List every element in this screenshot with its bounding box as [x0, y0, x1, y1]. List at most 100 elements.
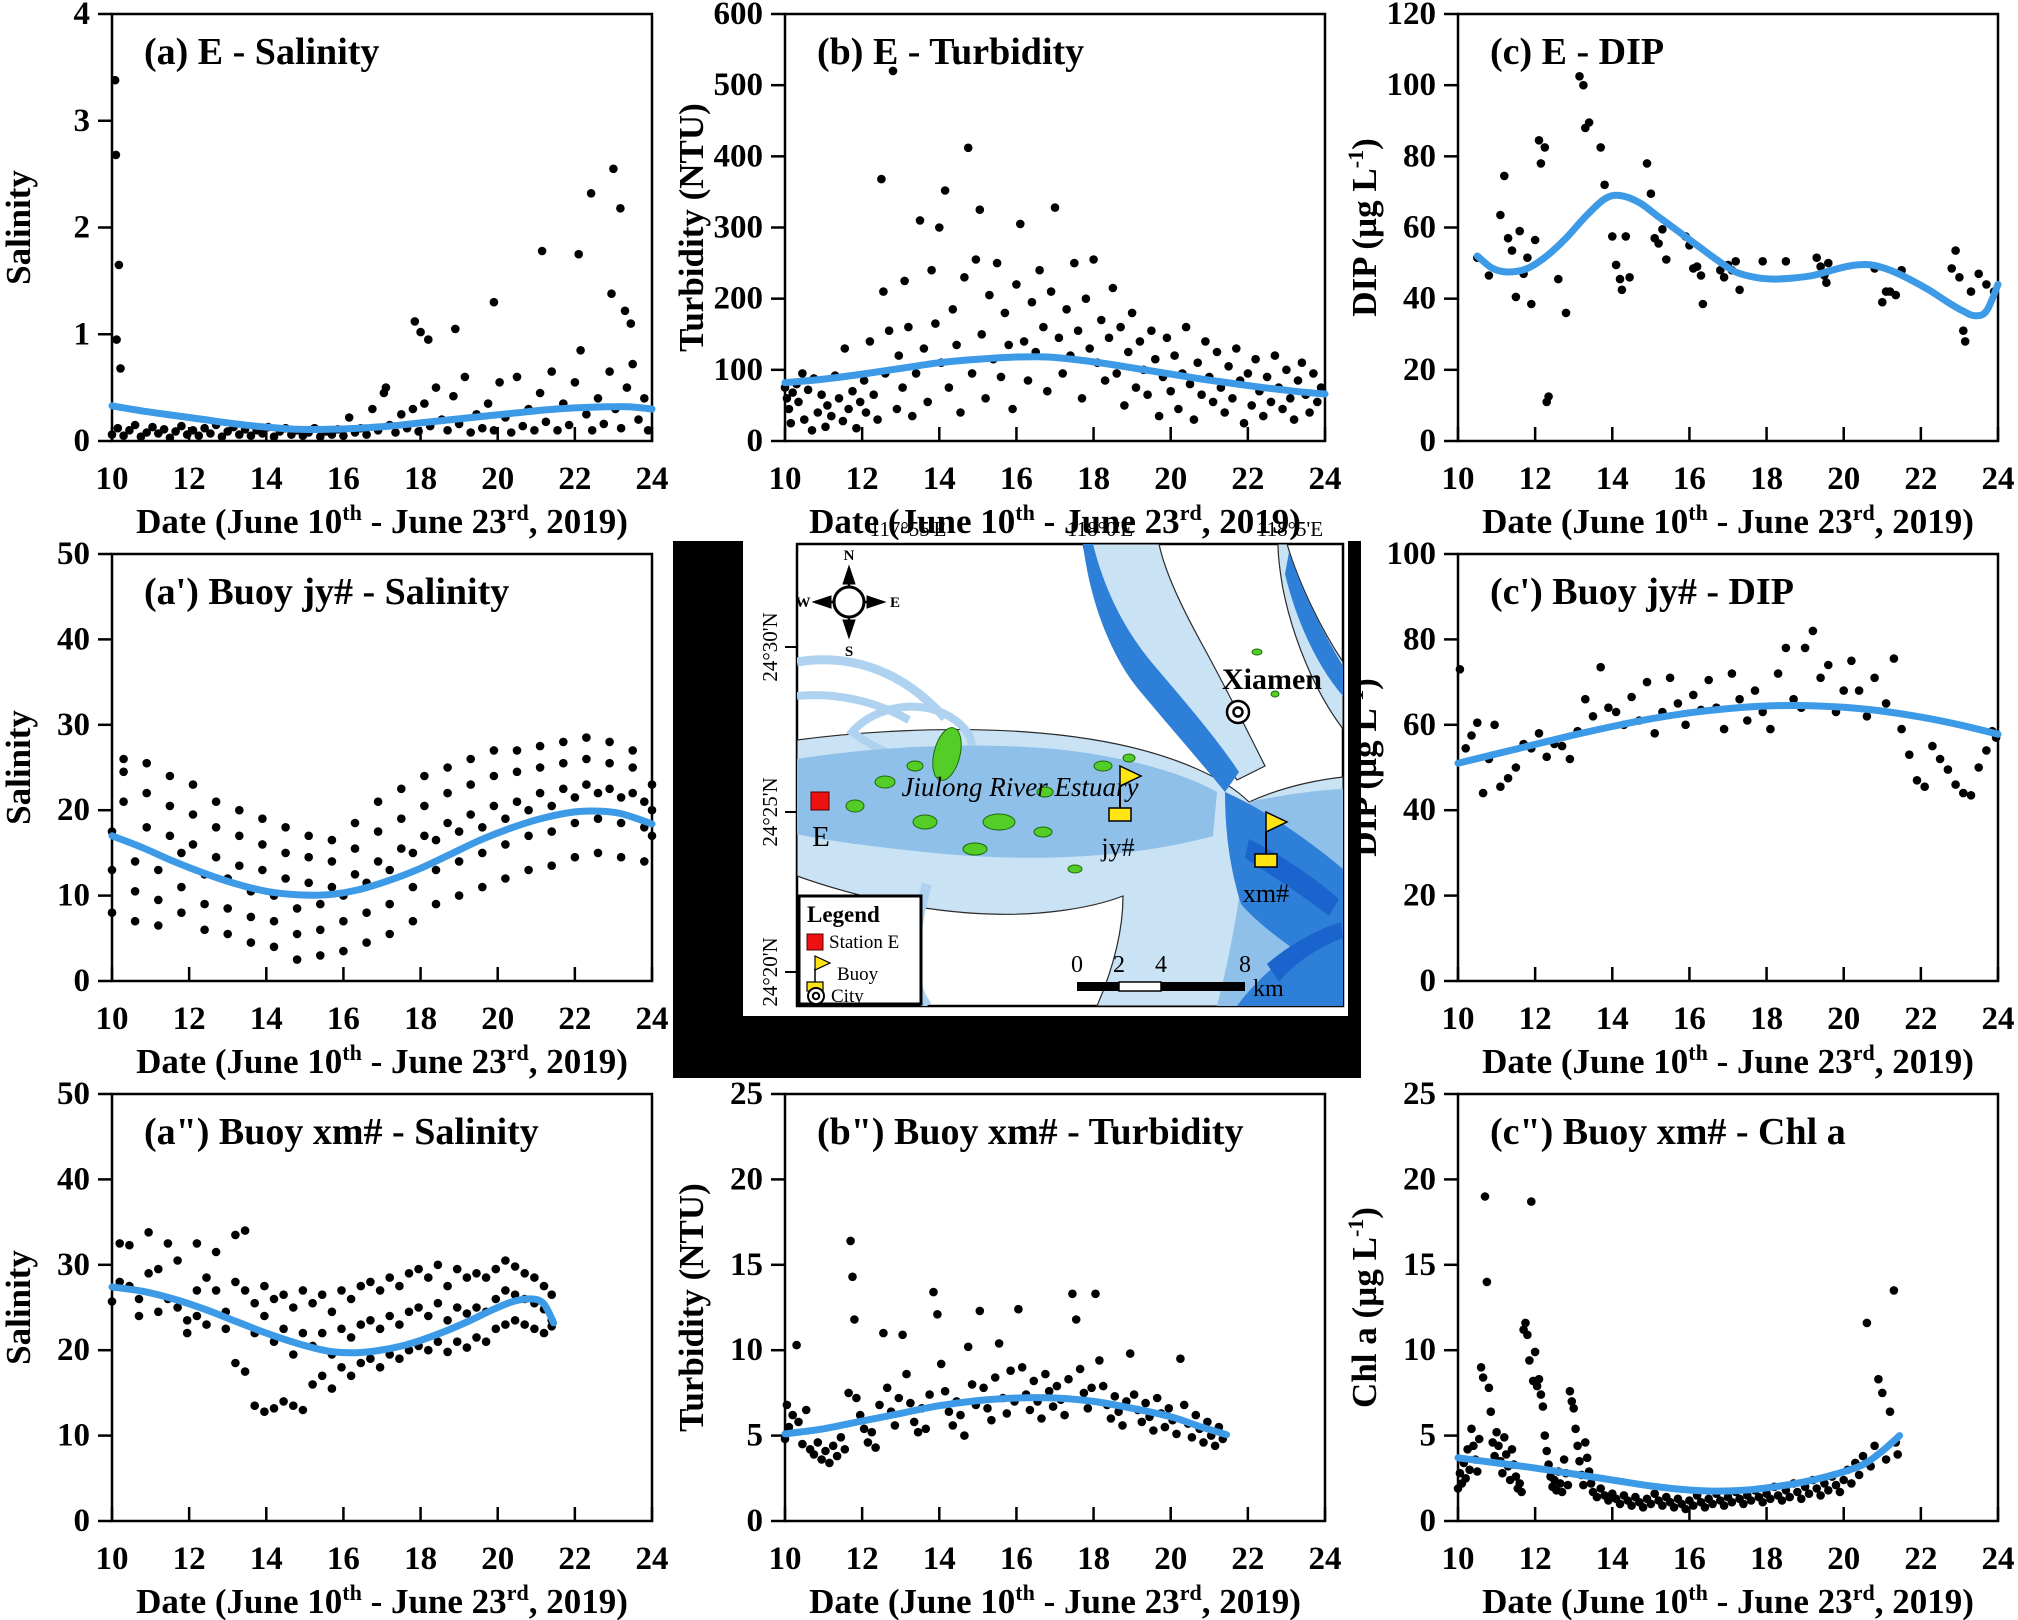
scatter-points: [1453, 1192, 1902, 1514]
y-axis-label: Chl a (µg L-1): [1346, 1207, 1384, 1408]
x-axis-label: Date (June 10th - June 23rd, 2019): [1482, 1580, 1974, 1620]
svg-text:0: 0: [1420, 963, 1437, 999]
svg-text:22: 22: [558, 461, 591, 497]
svg-text:20: 20: [57, 1332, 90, 1368]
y-axis-ticks: 0 10 20 30 40 50: [57, 1080, 112, 1539]
svg-text:12: 12: [173, 461, 206, 497]
svg-text:80: 80: [1403, 621, 1436, 657]
svg-text:10: 10: [96, 1541, 129, 1577]
x-axis-label: Date (June 10th - June 23rd, 2019): [1482, 1040, 1974, 1080]
map-lat-label-1: 24°30'N: [758, 612, 782, 681]
scalebar-8: 8: [1239, 952, 1251, 978]
buoy-jy-label: jy#: [1100, 833, 1134, 862]
svg-text:40: 40: [57, 1161, 90, 1197]
plot-box: [1456, 12, 2000, 443]
svg-text:30: 30: [57, 707, 90, 743]
svg-text:0: 0: [74, 423, 91, 459]
chart-c2-xm-chla: 0 5 10 15 20 25 10 12 14 16 18 20 22 24 (c") Buoy xm# …: [1346, 1080, 2015, 1620]
map-lat-label-3: 24°20'N: [758, 937, 782, 1006]
svg-text:10: 10: [57, 1418, 90, 1454]
city-icon: [1225, 699, 1251, 725]
map-black-bar-left: [673, 541, 743, 1078]
panel-title: (c') Buoy jy# - DIP: [1490, 571, 1794, 613]
svg-text:24: 24: [1982, 1541, 2015, 1577]
svg-text:25: 25: [1403, 1080, 1436, 1112]
buoy-xm-marker: [1254, 810, 1289, 868]
svg-text:40: 40: [1403, 281, 1436, 317]
svg-text:5: 5: [747, 1418, 764, 1454]
svg-text:16: 16: [1673, 461, 1706, 497]
panel-title: (a') Buoy jy# - Salinity: [144, 571, 509, 613]
scalebar-0: 0: [1071, 952, 1083, 978]
region-label: Jiulong River Estuary: [902, 772, 1139, 802]
svg-text:0: 0: [74, 963, 91, 999]
scatter-points: [107, 1226, 556, 1416]
svg-text:5: 5: [1420, 1418, 1437, 1454]
panel-b2-xm-turbidity: 0 5 10 15 20 25 10 12 14 16 18 20 22 24 (b") Buoy xm# …: [673, 1080, 1345, 1620]
svg-text:120: 120: [1387, 0, 1437, 32]
legend-city-icon: [807, 987, 825, 1005]
map-river: [797, 691, 911, 724]
svg-text:22: 22: [1231, 1541, 1264, 1577]
station-e-marker: [810, 791, 830, 811]
x-axis-label: Date (June 10th - June 23rd, 2019): [136, 500, 628, 540]
svg-text:16: 16: [1000, 1541, 1033, 1577]
svg-text:4: 4: [74, 0, 91, 32]
svg-text:18: 18: [1077, 461, 1110, 497]
x-axis-ticks: 10 12 14 16 18 20 22 24: [1442, 1507, 2015, 1577]
svg-text:14: 14: [1596, 1541, 1629, 1577]
buoy-xm-label: xm#: [1243, 879, 1289, 908]
scalebar-unit: km: [1253, 976, 1284, 1002]
svg-text:0: 0: [747, 423, 764, 459]
svg-text:20: 20: [481, 1001, 514, 1037]
plot-box: [110, 552, 654, 983]
x-axis-label: Date (June 10th - June 23rd, 2019): [136, 1580, 628, 1620]
svg-text:14: 14: [250, 1001, 283, 1037]
x-axis-ticks: 10 12 14 16 18 20 22 24: [769, 427, 1342, 497]
svg-text:20: 20: [1154, 1541, 1187, 1577]
svg-text:20: 20: [1827, 1541, 1860, 1577]
panel-c2-xm-chla: 0 5 10 15 20 25 10 12 14 16 18 20 22 24 (c") Buoy xm# …: [1346, 1080, 2018, 1620]
svg-text:10: 10: [730, 1332, 763, 1368]
svg-text:24: 24: [1309, 461, 1342, 497]
svg-text:60: 60: [1403, 210, 1436, 246]
panel-title: (c") Buoy xm# - Chl a: [1490, 1111, 1846, 1153]
svg-text:24: 24: [636, 461, 669, 497]
trend-line: [108, 1283, 558, 1357]
panel-a2-xm-salinity: 0 10 20 30 40 50 10 12 14 16 18 20 22 24 (a") Buoy xm#…: [0, 1080, 672, 1620]
svg-text:40: 40: [1403, 792, 1436, 828]
svg-text:20: 20: [1403, 352, 1436, 388]
svg-text:10: 10: [96, 1001, 129, 1037]
map-legend: Legend Station E Buoy City: [797, 894, 923, 1006]
svg-text:100: 100: [1387, 67, 1437, 103]
svg-text:12: 12: [173, 1001, 206, 1037]
city-label: Xiamen: [1222, 663, 1322, 696]
svg-text:12: 12: [1519, 461, 1552, 497]
legend-buoy-icon: [806, 955, 832, 992]
panel-title: (a") Buoy xm# - Salinity: [144, 1111, 539, 1153]
svg-text:60: 60: [1403, 707, 1436, 743]
svg-text:12: 12: [1519, 1001, 1552, 1037]
map-lon-label-3: 118°5'E: [1257, 520, 1323, 541]
map-water-mid-estuary: [797, 745, 1217, 858]
svg-text:1: 1: [74, 316, 91, 352]
svg-text:16: 16: [1673, 1541, 1706, 1577]
x-axis-ticks: 10 12 14 16 18 20 22 24: [769, 1507, 1342, 1577]
y-axis-label: Salinity: [0, 710, 38, 825]
svg-text:18: 18: [404, 1541, 437, 1577]
x-axis-ticks: 10 12 14 16 18 20 22 24: [96, 427, 669, 497]
svg-text:10: 10: [769, 461, 802, 497]
scatter-points: [107, 733, 657, 964]
svg-text:10: 10: [1442, 1541, 1475, 1577]
y-axis-label: Salinity: [0, 1250, 38, 1365]
svg-text:20: 20: [1403, 1161, 1436, 1197]
compass-n: N: [844, 548, 855, 564]
svg-text:16: 16: [1000, 461, 1033, 497]
svg-text:100: 100: [1387, 540, 1437, 572]
svg-text:50: 50: [57, 1080, 90, 1112]
map-lon-label-2: 118°0'E: [1067, 520, 1133, 541]
y-axis-ticks: 0 20 40 60 80 100: [1387, 540, 1458, 999]
x-axis-ticks: 10 12 14 16 18 20 22 24: [1442, 427, 2015, 497]
trend-line: [781, 1394, 1231, 1439]
